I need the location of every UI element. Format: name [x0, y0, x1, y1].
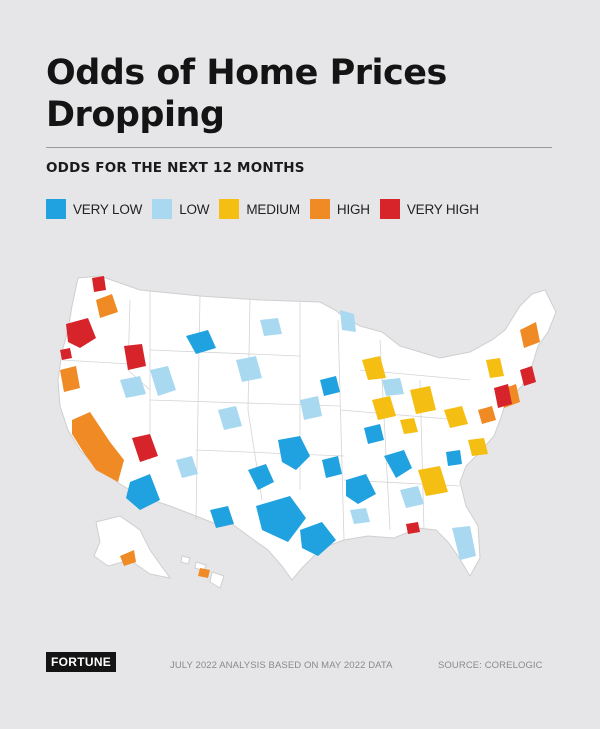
regions-high — [60, 294, 540, 578]
legend-item-low: LOW — [152, 199, 210, 219]
legend-swatch-medium — [219, 199, 240, 219]
legend-label-very-high: VERY HIGH — [406, 201, 479, 217]
map-alaska — [93, 515, 172, 579]
regions-very-low — [126, 330, 462, 556]
legend-swatch-low — [152, 199, 173, 219]
regions-very-high — [60, 276, 536, 534]
regions-medium — [362, 356, 504, 496]
legend-swatch-very-low — [46, 199, 66, 219]
source-credit: SOURCE: CORELOGIC — [438, 660, 543, 671]
subtitle: ODDS FOR THE NEXT 12 MONTHS — [46, 160, 305, 176]
footnote: JULY 2022 ANALYSIS BASED ON MAY 2022 DAT… — [170, 660, 393, 671]
legend-item-very-high: VERY HIGH — [379, 199, 479, 219]
legend-label-high: HIGH — [336, 201, 370, 217]
legend-label-medium: MEDIUM — [246, 201, 300, 217]
legend: VERY LOW LOW MEDIUM HIGH VERY HIGH — [46, 199, 566, 219]
footer: FORTUNE JULY 2022 ANALYSIS BASED ON MAY … — [46, 646, 566, 676]
page-title: Odds of Home Prices Dropping — [46, 53, 447, 135]
legend-label-very-low: VERY LOW — [73, 201, 143, 217]
legend-swatch-very-high — [379, 199, 400, 219]
regions-low — [120, 310, 476, 560]
legend-swatch-high — [309, 199, 330, 219]
legend-label-low: LOW — [179, 201, 210, 217]
legend-item-very-low: VERY LOW — [46, 199, 142, 219]
us-county-map — [57, 275, 557, 589]
legend-item-high: HIGH — [309, 199, 370, 219]
brand-logo: FORTUNE — [46, 652, 117, 672]
legend-item-medium: MEDIUM — [219, 199, 300, 219]
title-divider — [46, 147, 552, 148]
